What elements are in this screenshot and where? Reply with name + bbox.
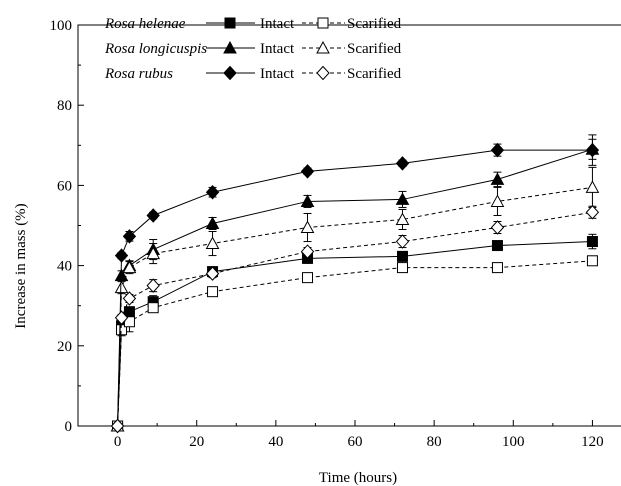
- data-point: [586, 255, 598, 267]
- data-point: [122, 291, 137, 306]
- series-line: [117, 211, 593, 427]
- legend-series-label: Intact: [260, 66, 295, 82]
- legend-series-label: Scarified: [347, 41, 402, 57]
- series-line: [117, 186, 593, 427]
- series-line: [117, 149, 593, 427]
- data-point: [146, 278, 160, 293]
- series-triangle-scarified: [110, 166, 600, 432]
- data-point: [395, 234, 410, 249]
- legend-marker: [317, 17, 329, 29]
- data-point: [302, 272, 314, 284]
- y-tick-label: 80: [57, 98, 72, 114]
- legend-species-label: Rosa longicuspis: [104, 41, 207, 57]
- legend-marker: [223, 65, 237, 81]
- legend-marker: [316, 40, 330, 54]
- data-point: [396, 262, 408, 274]
- data-point: [395, 212, 410, 225]
- legend-species-label: Rosa helenae: [104, 16, 186, 32]
- legend: Rosa helenae Intact Scarified Rosa longicus…: [104, 16, 402, 82]
- data-point: [205, 266, 220, 281]
- y-axis-title: Increase in mass (%): [13, 203, 29, 328]
- data-point: [395, 156, 410, 171]
- x-tick-label: 100: [502, 434, 525, 450]
- legend-series-label: Scarified: [347, 16, 402, 32]
- x-tick-label: 60: [348, 434, 363, 450]
- legend-species-label: Rosa rubus: [104, 66, 173, 82]
- y-tick-label: 0: [65, 419, 73, 435]
- data-point: [490, 172, 505, 185]
- data-point: [396, 250, 408, 262]
- data-point: [205, 216, 220, 229]
- data-point: [122, 229, 137, 244]
- series-line: [117, 260, 593, 427]
- series-square-intact: [112, 233, 598, 432]
- data-point: [300, 244, 315, 259]
- legend-series-label: Intact: [260, 16, 295, 32]
- series-diamond-scarified: [110, 205, 600, 434]
- series-line: [117, 241, 593, 427]
- data-point: [146, 208, 160, 223]
- data-point: [114, 310, 129, 325]
- y-tick-label: 20: [57, 339, 72, 355]
- data-point: [300, 220, 315, 234]
- data-point: [300, 164, 315, 179]
- data-point: [114, 280, 129, 294]
- series-diamond-intact: [110, 134, 600, 434]
- data-point: [585, 205, 600, 220]
- x-tick-label: 0: [114, 434, 122, 450]
- data-point: [207, 286, 219, 298]
- data-point: [300, 194, 315, 207]
- data-point: [147, 302, 159, 314]
- data-point: [146, 246, 161, 260]
- x-tick-label: 40: [268, 434, 283, 450]
- x-tick-label: 120: [581, 434, 604, 450]
- x-axis-title: Time (hours): [319, 470, 397, 486]
- legend-series-label: Scarified: [347, 66, 402, 82]
- data-point: [205, 184, 220, 200]
- x-tick-label: 20: [189, 434, 204, 450]
- y-tick-label: 40: [57, 259, 72, 275]
- legend-marker: [316, 65, 330, 81]
- data-point: [491, 262, 503, 274]
- data-point: [122, 260, 137, 274]
- data-point: [114, 248, 129, 263]
- data-point: [490, 142, 505, 158]
- data-point: [585, 142, 600, 158]
- plot-frame: [77, 24, 621, 427]
- y-tick-label: 60: [57, 178, 72, 194]
- series-line: [117, 148, 593, 427]
- legend-marker: [224, 17, 236, 29]
- data-point: [586, 236, 598, 248]
- data-point: [490, 194, 505, 207]
- series-square-scarified: [112, 255, 598, 432]
- data-point: [205, 236, 220, 250]
- legend-series-label: Intact: [260, 41, 295, 57]
- legend-marker: [223, 40, 237, 54]
- data-point: [395, 192, 410, 205]
- data-point: [491, 240, 503, 252]
- data-point: [490, 220, 505, 235]
- data-point: [585, 180, 600, 193]
- series-triangle-intact: [110, 138, 600, 432]
- x-tick-label: 80: [427, 434, 442, 450]
- data-point: [110, 418, 125, 434]
- y-tick-label: 100: [50, 18, 73, 34]
